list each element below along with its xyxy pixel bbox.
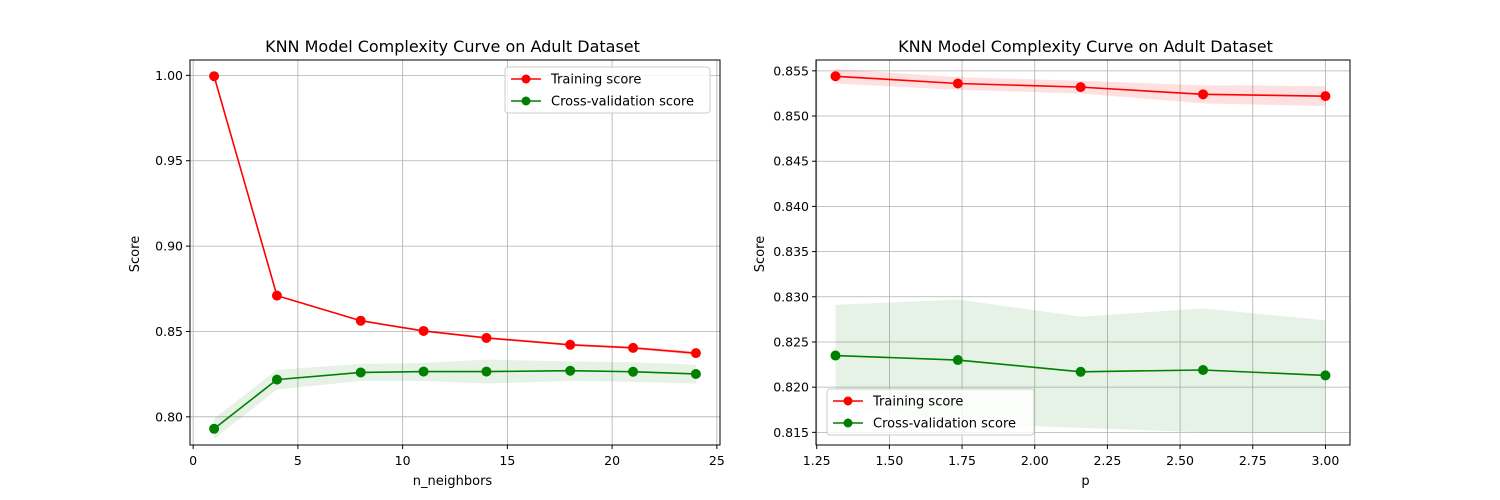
data-point	[565, 365, 576, 376]
data-point	[952, 355, 963, 366]
data-point	[1320, 370, 1331, 381]
x-tick-label: 3.00	[1312, 453, 1340, 468]
data-point	[418, 325, 429, 336]
axes-frame	[189, 59, 721, 446]
legend-label: Training score	[550, 73, 641, 88]
data-point	[690, 348, 701, 359]
legend-label: Training score	[872, 395, 963, 410]
legend-label: Cross-validation score	[551, 95, 694, 110]
y-tick-label: 1.00	[155, 68, 183, 83]
y-axis-label: Score	[753, 236, 768, 272]
legend-marker	[521, 96, 531, 106]
data-point	[830, 71, 841, 82]
x-tick-label: 2.75	[1239, 453, 1267, 468]
y-tick-label: 0.95	[155, 153, 183, 168]
y-tick-label: 0.820	[773, 380, 809, 395]
plot-area	[816, 60, 1350, 445]
x-tick-label: 2.00	[1021, 453, 1049, 468]
chart-knn-n-neighbors: KNN Model Complexity Curve on Adult Data…	[128, 37, 725, 489]
axes-frame	[815, 59, 1351, 446]
data-point	[1075, 366, 1086, 377]
y-tick-label: 0.840	[773, 199, 809, 214]
data-point	[1075, 82, 1086, 93]
y-tick-label: 0.815	[773, 425, 809, 440]
legend-label: Cross-validation score	[873, 417, 1016, 432]
y-tick-label: 0.85	[155, 324, 183, 339]
chart-knn-p: KNN Model Complexity Curve on Adult Data…	[753, 37, 1351, 489]
data-point	[1198, 89, 1209, 100]
data-point	[355, 315, 366, 326]
legend-box	[504, 66, 711, 114]
data-point	[690, 368, 701, 379]
x-tick-label: 2.25	[1093, 453, 1121, 468]
y-tick-label: 0.835	[773, 244, 809, 259]
legend-marker	[843, 418, 853, 428]
y-tick-label: 0.850	[773, 109, 809, 124]
x-tick-label: 10	[395, 453, 411, 468]
chart-title: KNN Model Complexity Curve on Adult Data…	[265, 37, 640, 56]
y-tick-label: 0.90	[155, 239, 183, 254]
x-tick-label: 1.50	[875, 453, 903, 468]
series-line	[213, 369, 696, 430]
x-tick-label: 2.50	[1166, 453, 1194, 468]
legend-marker	[843, 396, 853, 406]
data-point	[628, 342, 639, 353]
data-point	[481, 366, 492, 377]
y-tick-label: 0.855	[773, 63, 809, 78]
data-point	[271, 374, 282, 385]
data-point	[1320, 91, 1331, 102]
data-point	[355, 367, 366, 378]
x-axis-label: n_neighbors	[413, 474, 493, 489]
chart-title: KNN Model Complexity Curve on Adult Data…	[898, 37, 1273, 56]
y-tick-label: 0.830	[773, 289, 809, 304]
data-point	[952, 78, 963, 89]
data-point	[418, 366, 429, 377]
data-point	[481, 332, 492, 343]
x-tick-label: 25	[709, 453, 725, 468]
x-axis-label: p	[1081, 474, 1089, 489]
y-tick-label: 0.845	[773, 154, 809, 169]
y-tick-label: 0.825	[773, 334, 809, 349]
x-tick-label: 20	[604, 453, 620, 468]
x-tick-label: 15	[499, 453, 515, 468]
data-point	[565, 339, 576, 350]
series-line	[213, 75, 696, 354]
data-point	[271, 290, 282, 301]
y-axis-label: Score	[128, 236, 143, 272]
legend: Training score Cross-validation score	[826, 388, 1035, 436]
x-tick-label: 0	[189, 453, 197, 468]
y-tick-label: 0.80	[155, 409, 183, 424]
data-point	[628, 366, 639, 377]
x-tick-label: 1.25	[803, 453, 831, 468]
grid	[190, 60, 720, 445]
x-tick-label: 5	[294, 453, 302, 468]
data-point	[830, 350, 841, 361]
legend: Training score Cross-validation score	[504, 66, 711, 114]
legend-marker	[521, 74, 531, 84]
data-point	[209, 423, 220, 434]
legend-box	[826, 388, 1035, 436]
data-point	[209, 71, 220, 82]
grid	[816, 60, 1350, 445]
x-tick-label: 1.75	[948, 453, 976, 468]
series-band	[214, 359, 696, 440]
data-point	[1198, 364, 1209, 375]
